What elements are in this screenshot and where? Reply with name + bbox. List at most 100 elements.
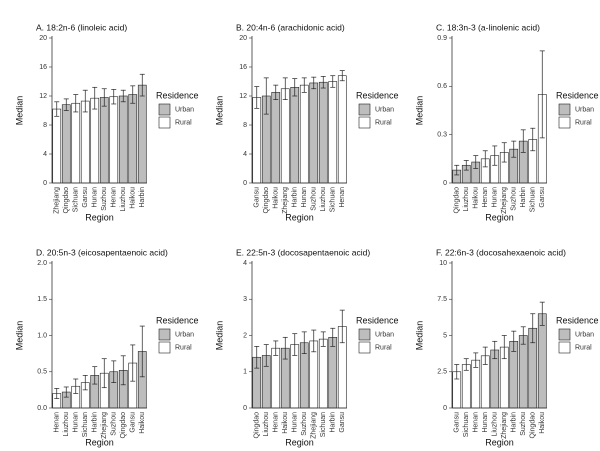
panel-title: C. 18:3n-3 (a-linolenic acid) (436, 22, 540, 32)
error-bar (463, 358, 469, 371)
x-tick-label: Zhejiang (54, 187, 61, 214)
x-tick-label: Suzhou (520, 412, 527, 436)
error-bar (320, 76, 326, 89)
x-tick-label: Henan (273, 412, 280, 433)
legend-label: Urban (375, 106, 394, 113)
error-bar (254, 346, 260, 369)
legend-label: Urban (175, 331, 194, 338)
x-tick-label: Sichuan (82, 412, 89, 437)
error-bar (254, 86, 260, 109)
error-bar (130, 344, 136, 382)
legend-swatch (358, 341, 371, 354)
x-tick-label: Suzhou (511, 187, 518, 211)
y-tick-label: 2.5 (437, 369, 447, 376)
legend-label: Urban (575, 106, 594, 113)
y-tick-label: 4 (243, 151, 247, 158)
y-tick-label: 1.0 (37, 332, 47, 339)
error-bar (282, 336, 288, 360)
error-bar (282, 77, 288, 100)
legend-swatch (358, 116, 371, 129)
error-bar (63, 98, 69, 111)
x-tick-label: Liuzhou (120, 187, 127, 212)
bar (271, 92, 281, 184)
x-tick-label: Hunan (73, 412, 80, 433)
x-tick-label: Harbin (139, 187, 146, 208)
x-axis-title: Region (485, 212, 514, 222)
error-bar (292, 333, 298, 356)
x-tick-label: Sichuan (73, 187, 80, 212)
error-bar (73, 94, 79, 113)
y-tick-label: 12 (239, 93, 247, 100)
y-tick-label: 5 (443, 332, 447, 339)
y-tick-label: 0 (243, 180, 247, 187)
bar (318, 81, 328, 184)
x-tick-label: Gansu (254, 187, 261, 208)
bar (99, 97, 109, 184)
error-bar (520, 326, 526, 345)
error-bar (92, 86, 98, 110)
x-tick-label: Henan (482, 187, 489, 208)
legend-swatch (158, 341, 171, 354)
x-tick-label: Harbin (330, 412, 337, 433)
error-bar (120, 89, 126, 103)
error-bar (111, 89, 117, 105)
x-tick-label: Qingdao (254, 412, 261, 439)
bar (537, 313, 547, 409)
error-bar (463, 160, 469, 171)
bar (109, 96, 119, 184)
x-tick-label: Haikou (273, 187, 280, 209)
bar (252, 97, 262, 184)
error-bar (301, 77, 307, 93)
y-tick-label: 4 (43, 151, 47, 158)
error-bar (273, 340, 279, 356)
error-bar (339, 70, 345, 82)
error-bar (139, 73, 145, 97)
error-bar (263, 344, 269, 367)
x-tick-label: Sichuan (463, 412, 470, 437)
error-bar (501, 335, 507, 360)
bar (309, 82, 319, 184)
x-axis-title: Region (285, 437, 314, 447)
y-tick-label: 2.0 (37, 260, 47, 267)
x-tick-label: Haikou (473, 187, 480, 209)
x-tick-label: Suzhou (301, 412, 308, 436)
bar (328, 81, 338, 184)
legend-label: Urban (375, 331, 394, 338)
x-tick-label: Qingdao (454, 187, 461, 214)
bar (337, 75, 347, 184)
bar (461, 364, 471, 409)
x-tick-label: Liuzhou (63, 412, 70, 437)
x-tick-label: Hunan (292, 412, 299, 433)
y-tick-label: 20 (39, 35, 47, 42)
error-bar (492, 340, 498, 360)
bar (61, 104, 71, 184)
y-tick-label: 20 (239, 35, 247, 42)
error-bar (73, 378, 79, 394)
y-tick-label: 0.3 (437, 132, 447, 139)
bar (90, 97, 100, 184)
error-bar (473, 155, 479, 169)
error-bar (263, 77, 269, 115)
y-tick-label: 8 (243, 122, 247, 129)
x-tick-label: Qingdao (263, 187, 270, 214)
y-tick-label: 3 (243, 296, 247, 303)
x-tick-label: Suzhou (311, 187, 318, 211)
x-tick-label: Suzhou (101, 187, 108, 211)
error-bar (539, 301, 545, 326)
error-bar (520, 129, 526, 153)
error-bar (454, 364, 460, 380)
y-tick-label: 12 (39, 93, 47, 100)
bar (518, 335, 528, 409)
error-bar (311, 329, 317, 353)
x-tick-label: Zhejiang (501, 187, 508, 214)
x-tick-label: Suzhou (111, 412, 118, 436)
panel-title: F. 22:6n-3 (docosahexaenoic acid) (436, 247, 566, 257)
error-bar (292, 78, 298, 97)
error-bar (63, 386, 69, 398)
x-axis-title: Region (485, 437, 514, 447)
y-tick-label: 0.9 (437, 35, 447, 42)
x-tick-label: Henan (339, 187, 346, 208)
bar (271, 347, 281, 409)
x-tick-label: Harbin (511, 412, 518, 433)
